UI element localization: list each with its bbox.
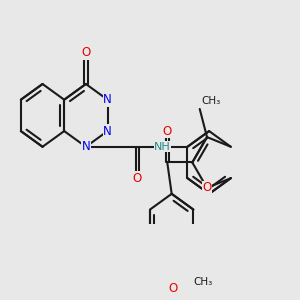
Text: CH₃: CH₃ bbox=[194, 278, 213, 287]
Text: O: O bbox=[133, 172, 142, 185]
Text: O: O bbox=[169, 281, 178, 295]
Text: N: N bbox=[103, 124, 112, 138]
Text: CH₃: CH₃ bbox=[201, 96, 220, 106]
Text: O: O bbox=[163, 124, 172, 138]
Text: N: N bbox=[103, 93, 112, 106]
Text: NH: NH bbox=[154, 142, 171, 152]
Text: N: N bbox=[82, 140, 90, 153]
Text: O: O bbox=[81, 46, 91, 59]
Text: O: O bbox=[202, 182, 211, 194]
